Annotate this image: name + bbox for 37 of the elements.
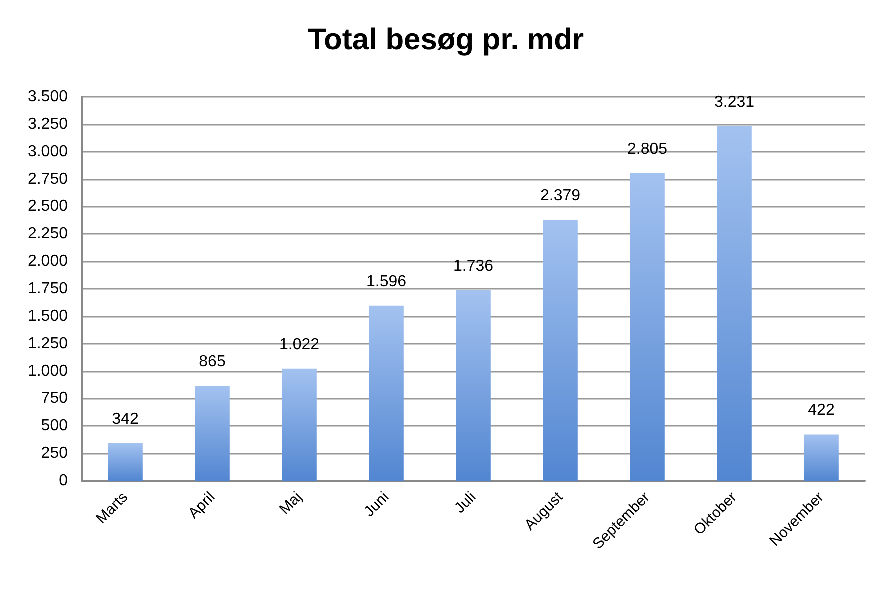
y-tick-label: 750 bbox=[41, 390, 68, 408]
bar bbox=[630, 173, 665, 481]
y-tick-label: 2.750 bbox=[28, 170, 68, 188]
data-label: 1.022 bbox=[279, 336, 320, 354]
y-tick-label: 500 bbox=[41, 418, 68, 435]
y-tick-label: 1.000 bbox=[28, 362, 68, 380]
y-tick-label: 3.000 bbox=[28, 143, 68, 160]
y-tick-label: 250 bbox=[41, 445, 68, 462]
bar bbox=[369, 306, 404, 481]
bar bbox=[108, 443, 143, 481]
data-label: 3.231 bbox=[714, 94, 755, 112]
data-label: 1.736 bbox=[453, 258, 494, 276]
x-tick-label: Juli bbox=[452, 488, 480, 517]
bar bbox=[804, 434, 839, 481]
data-label: 865 bbox=[199, 354, 226, 371]
y-tick-label: 3.250 bbox=[28, 116, 68, 133]
data-label: 422 bbox=[808, 402, 835, 420]
y-tick-label: 1.250 bbox=[28, 335, 68, 352]
y-tick-label: 2.000 bbox=[28, 253, 68, 270]
data-label: 2.805 bbox=[627, 140, 668, 158]
bar bbox=[456, 290, 491, 481]
bar bbox=[195, 386, 230, 481]
data-label: 342 bbox=[112, 410, 139, 428]
y-tick-label: 2.250 bbox=[28, 226, 68, 243]
x-tick-label: Maj bbox=[276, 488, 306, 518]
chart-title: Total besøg pr. mdr bbox=[308, 24, 584, 56]
data-label: 1.596 bbox=[366, 273, 407, 290]
y-tick-label: 0 bbox=[59, 472, 68, 490]
y-tick-label: 1.750 bbox=[28, 280, 68, 298]
bar bbox=[282, 368, 317, 481]
bar bbox=[543, 220, 578, 481]
bar bbox=[717, 126, 752, 481]
y-tick-label: 2.500 bbox=[28, 198, 68, 216]
data-label: 2.379 bbox=[540, 187, 581, 204]
y-tick-label: 3.500 bbox=[28, 88, 68, 106]
y-tick-label: 1.500 bbox=[28, 308, 68, 325]
x-tick-label: Juni bbox=[361, 488, 393, 520]
